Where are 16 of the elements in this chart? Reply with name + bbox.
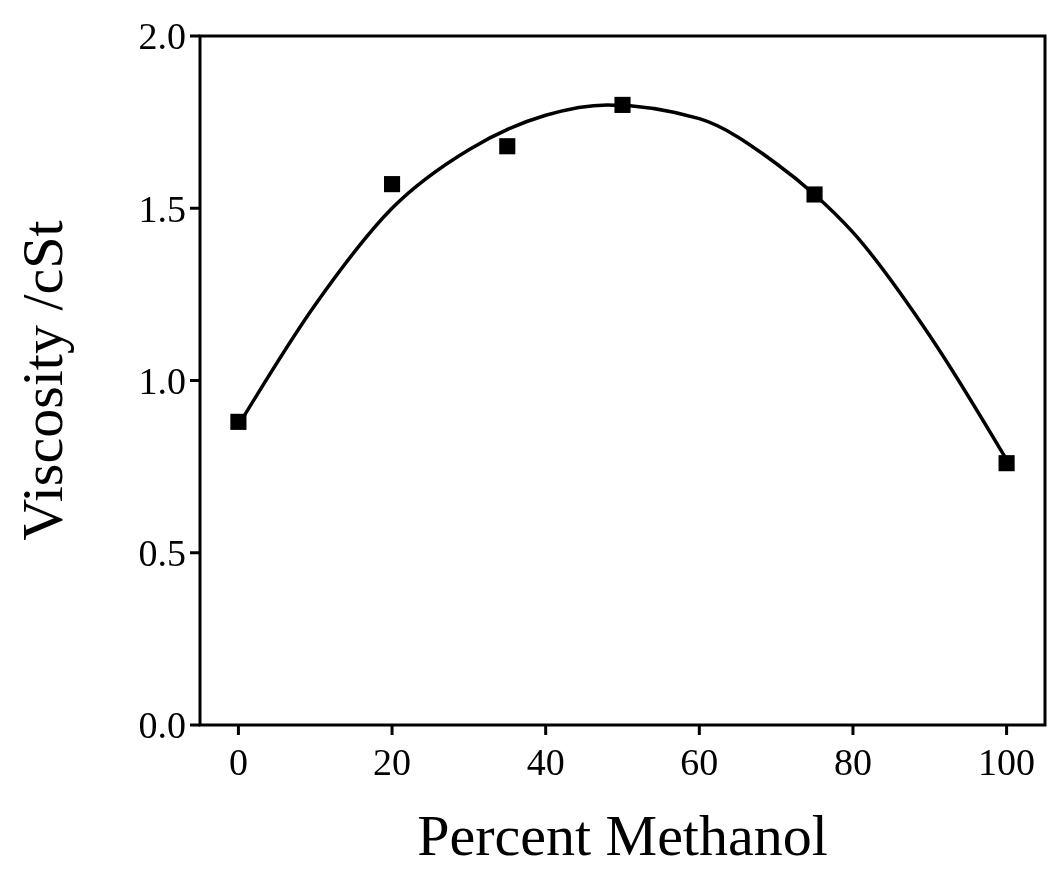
point <box>998 455 1015 472</box>
y-tick-label: 1.5 <box>138 187 186 230</box>
y-tick-label: 0.5 <box>138 532 186 575</box>
point <box>499 138 516 155</box>
x-axis-title: Percent Methanol <box>417 803 828 868</box>
x-tick-label: 20 <box>373 741 412 783</box>
y-tick-label: 2.0 <box>138 15 186 58</box>
x-tick-label: 100 <box>978 741 1036 783</box>
x-tick-label: 80 <box>833 741 872 783</box>
x-tick-label: 40 <box>526 741 565 783</box>
x-tick-label: 0 <box>228 741 248 783</box>
y-tick-label: 0.0 <box>138 704 186 747</box>
y-tick-label: 1.0 <box>138 359 186 402</box>
point <box>383 176 401 193</box>
y-axis-title: Viscosity /cSt <box>10 220 75 541</box>
x-tick-label: 60 <box>680 741 719 783</box>
